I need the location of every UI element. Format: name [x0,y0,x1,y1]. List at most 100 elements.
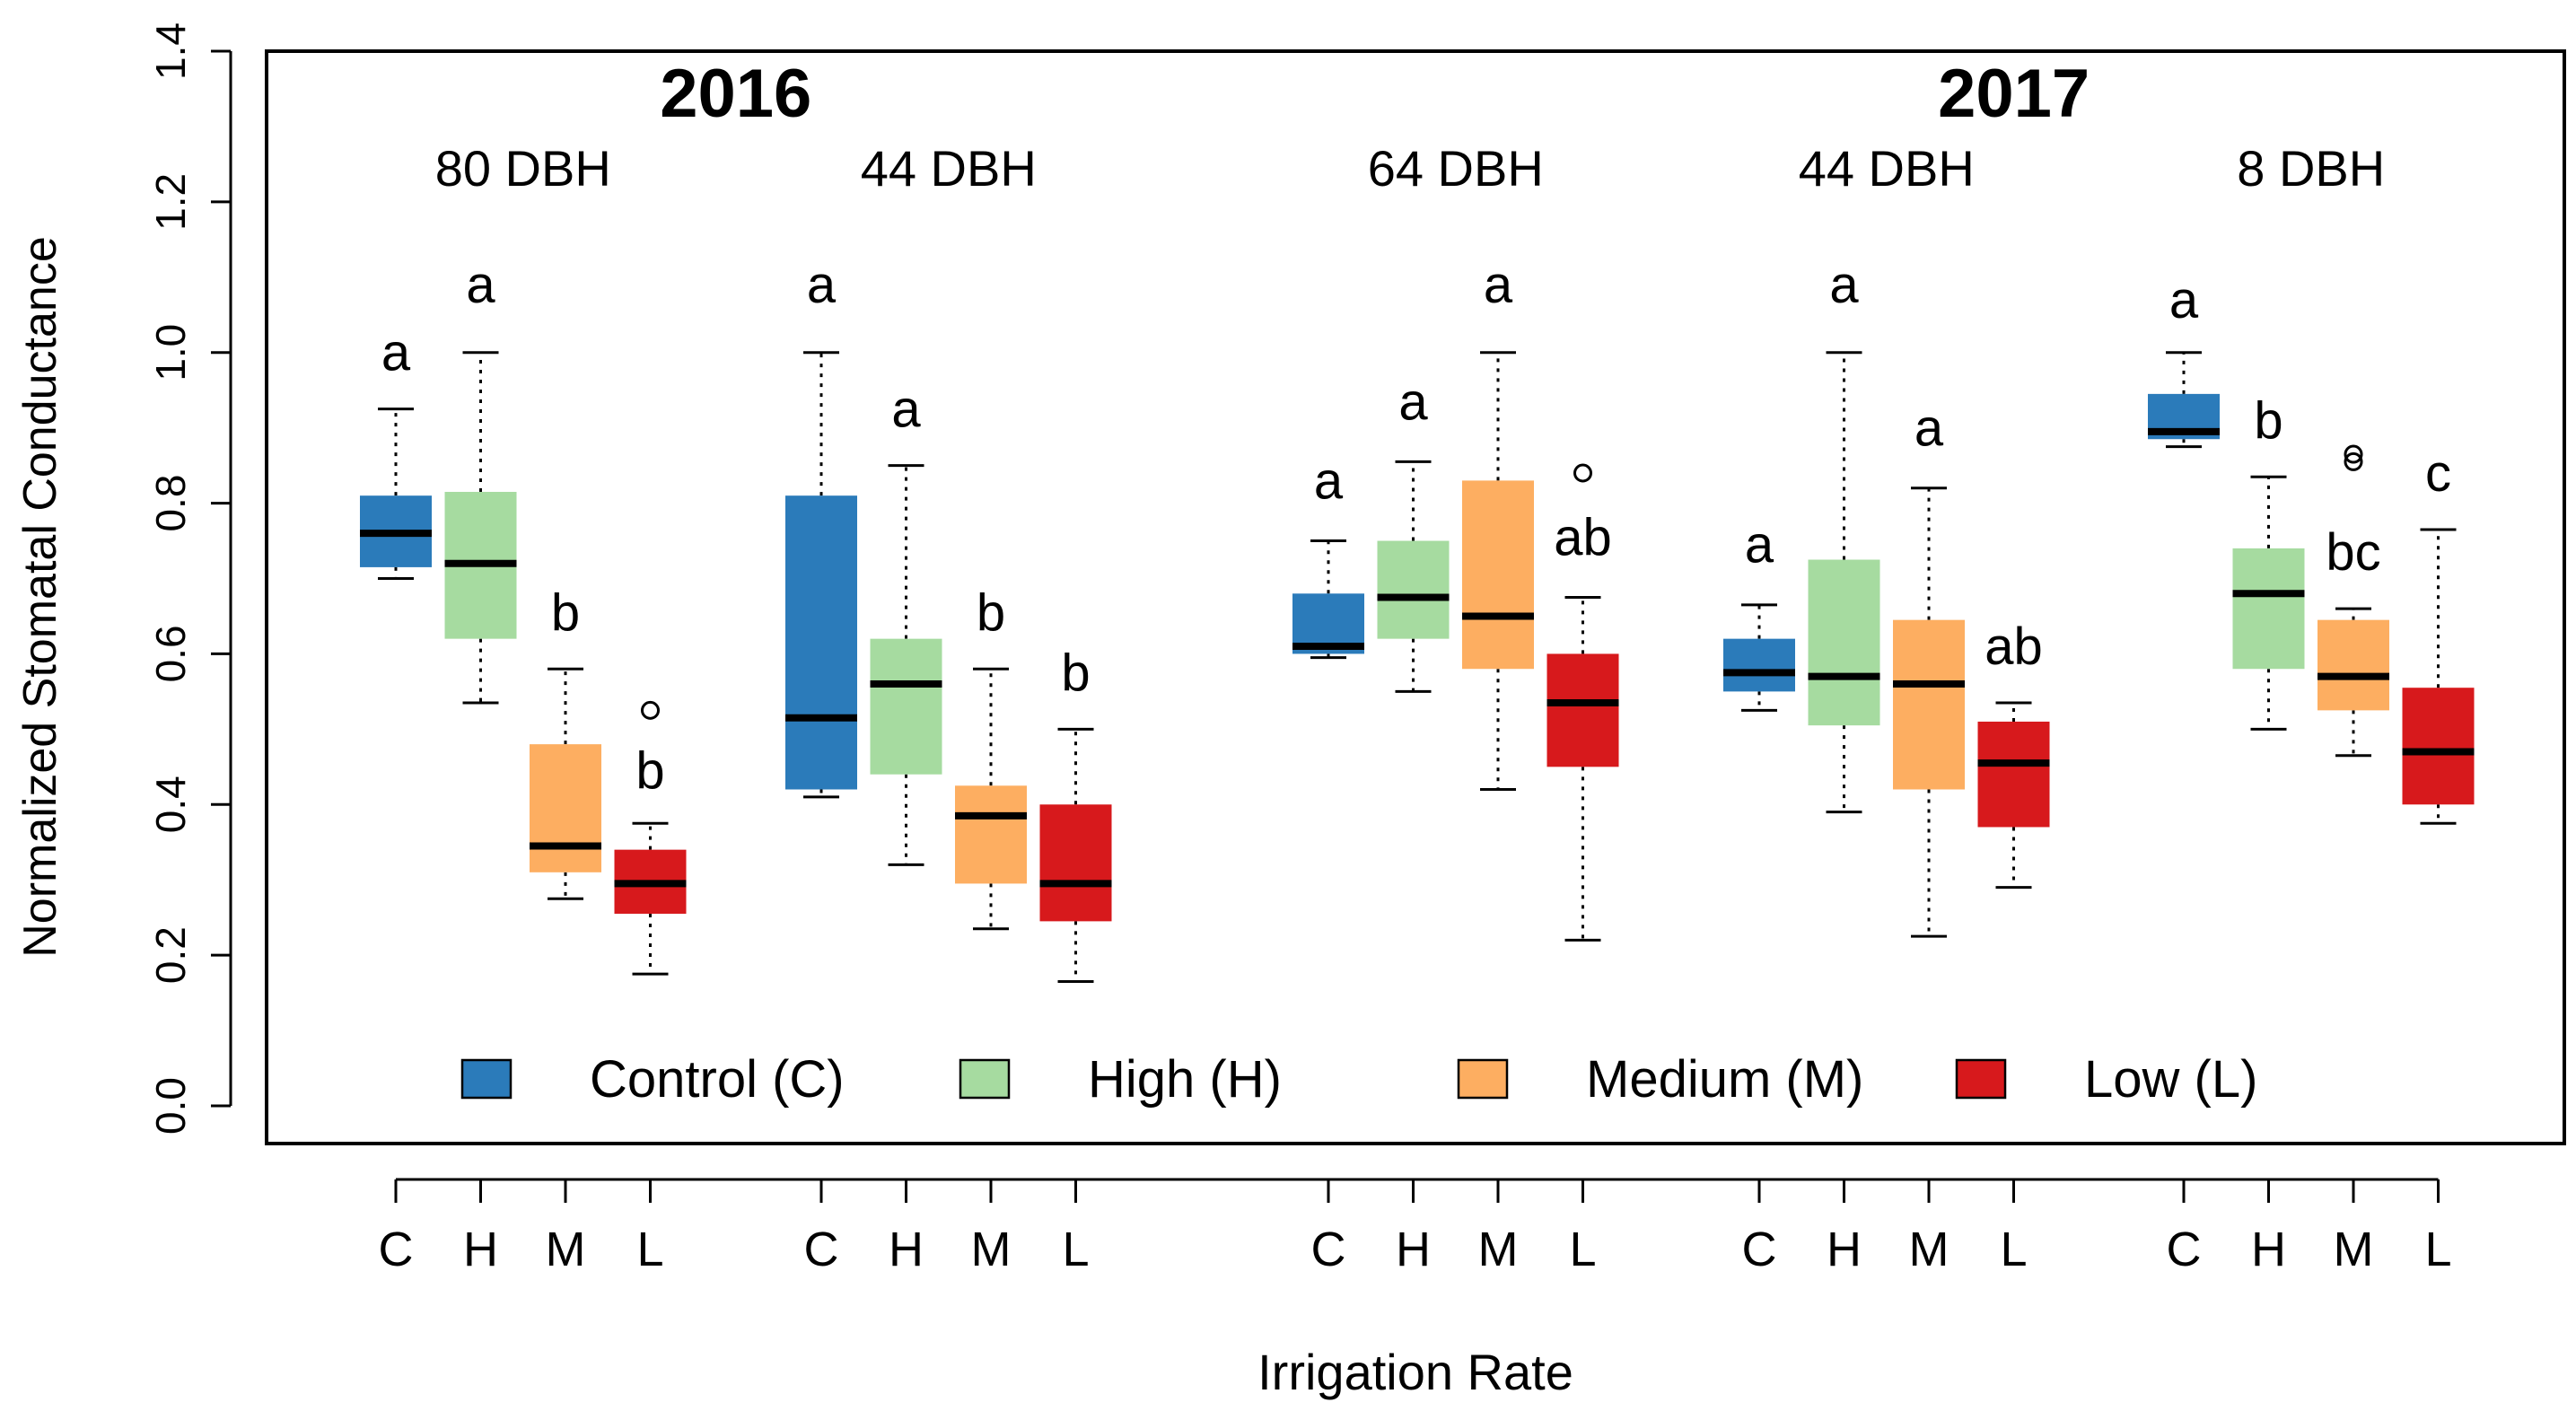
outlier-point [641,700,660,720]
box-C: a [2148,271,2220,449]
iqr-box [1893,619,1965,790]
box-H: b [2232,391,2305,731]
x-axis-label: Irrigation Rate [1257,1344,1573,1400]
legend-swatch [1457,1058,1509,1100]
x-tick-label: H [2251,1223,2286,1276]
significance-letter: a [1484,256,1513,314]
x-tick-label: L [2000,1223,2027,1276]
x-tick-label: M [1909,1223,1950,1276]
x-tick-label: L [2424,1223,2451,1276]
box-M: b [955,583,1027,931]
iqr-box [1808,559,1880,726]
x-tick-label: C [1742,1223,1777,1276]
x-tick-label: C [1311,1223,1346,1276]
box-C: a [785,256,857,799]
significance-letter: c [2425,444,2451,503]
x-tick-label: H [1827,1223,1862,1276]
iqr-box [2318,619,2389,711]
box-H: a [1808,256,1880,814]
x-tick-label: H [889,1223,924,1276]
x-tick-label: C [379,1223,414,1276]
legend-label: Control (C) [590,1050,845,1109]
box-H: a [870,381,942,866]
box-M: bc [2318,444,2389,758]
iqr-box [1462,480,1534,670]
significance-letter: a [466,256,495,314]
significance-letter: a [1914,399,1944,458]
iqr-box [1039,804,1112,922]
box-M: a [1893,399,1965,938]
x-tick-label: H [1396,1223,1431,1276]
iqr-box [955,785,1027,884]
group-title: 44 DBH [1799,140,1975,197]
box-H: a [1377,373,1450,693]
iqr-box [1377,540,1450,639]
iqr-box [1977,721,2050,828]
x-tick-label: M [1478,1223,1519,1276]
iqr-box [530,744,601,872]
box-M: b [530,583,601,900]
outlier-point [2344,444,2363,464]
iqr-box [1546,653,1619,767]
iqr-box [2232,548,2305,670]
legend-label: Medium (M) [1586,1050,1863,1109]
significance-letter: a [381,324,411,382]
significance-letter: bc [2326,523,2380,582]
x-tick-label: L [1062,1223,1089,1276]
y-tick-label: 0.8 [147,475,194,532]
y-axis: 0.0 0.2 0.4 0.6 0.8 1.0 1.2 1.4 [147,22,232,1135]
y-axis-label: Normalized Stomatal Conductance [14,236,66,958]
legend-item-M: Medium (M) [1457,1050,1863,1109]
legend-swatch [1955,1058,2007,1100]
significance-letter: a [1398,373,1428,431]
iqr-box [2402,688,2475,805]
significance-letter: a [1745,516,1774,574]
y-tick-label: 0.6 [147,625,194,682]
y-tick-label: 0.0 [147,1077,194,1135]
significance-letter: a [1829,256,1859,314]
significance-letter: a [1314,451,1344,510]
box-L: ab [1977,618,2050,890]
group-title: 44 DBH [861,140,1037,197]
group-title: 8 DBH [2237,140,2385,197]
outlier-point [1573,463,1592,483]
iqr-box [870,638,942,775]
box-C: a [360,324,432,580]
iqr-box [1723,638,1795,692]
significance-letter: a [2169,271,2199,329]
legend-item-C: Control (C) [460,1050,845,1109]
box-H: a [444,256,517,705]
x-tick-label: C [2167,1223,2202,1276]
box-C: a [1723,516,1795,712]
x-tick-label: M [2334,1223,2374,1276]
legend-item-H: High (H) [959,1050,1282,1109]
x-tick-label: M [546,1223,586,1276]
legend-swatch [959,1058,1011,1100]
legend-item-L: Low (L) [1955,1050,2257,1109]
significance-letter: b [1061,644,1090,702]
plot-frame [265,49,2566,1145]
significance-letter: b [635,742,664,801]
group-title: 80 DBH [435,140,611,197]
box-L: b [1039,644,1112,984]
y-tick-label: 1.0 [147,324,194,381]
box-M: a [1462,256,1534,791]
outlier-point [2344,451,2363,471]
box-L: b [614,700,687,976]
y-tick-label: 1.2 [147,173,194,231]
y-tick-label: 0.4 [147,776,194,833]
significance-letter: a [891,381,921,439]
panel-titles: 2016 2017 80 DBH 44 DBH 64 DBH 44 DBH 8 DBH [435,56,2386,197]
significance-letter: b [977,583,1005,642]
group-title: 64 DBH [1368,140,1544,197]
x-tick-label: L [1569,1223,1596,1276]
legend-swatch [460,1058,513,1100]
year-title: 2016 [660,56,811,132]
box-L: c [2402,444,2475,825]
year-title: 2017 [1938,56,2090,132]
x-tick-label: C [804,1223,839,1276]
